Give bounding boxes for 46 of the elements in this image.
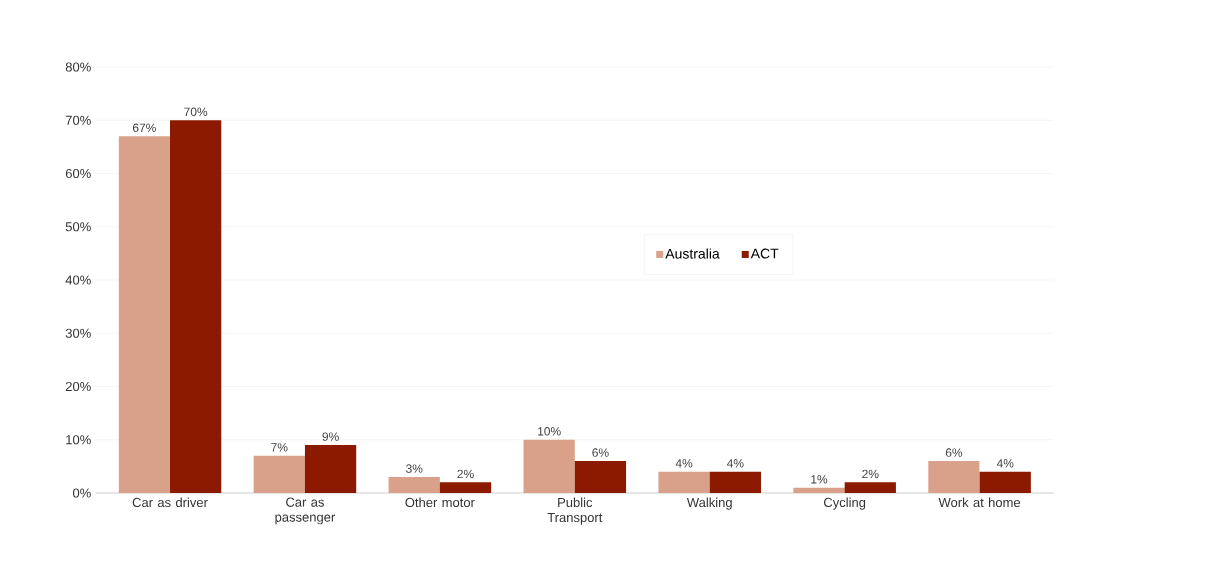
bar xyxy=(170,120,222,493)
data-label: 6% xyxy=(592,448,609,457)
legend-label: Australia xyxy=(665,248,720,259)
x-tick-label: Walking xyxy=(686,497,732,510)
x-tick-label: Work at home xyxy=(938,497,1021,508)
data-label: 6% xyxy=(945,448,963,457)
data-label: 10% xyxy=(538,427,561,436)
data-label: 4% xyxy=(726,459,744,468)
y-tick-label: 40% xyxy=(65,275,91,285)
bar xyxy=(658,471,710,493)
data-label: 4% xyxy=(996,459,1014,468)
data-label: 2% xyxy=(457,469,474,479)
y-tick-label: 10% xyxy=(66,435,91,445)
bar xyxy=(388,477,440,493)
bar xyxy=(979,471,1031,493)
data-label: 4% xyxy=(675,459,693,468)
data-label: 70% xyxy=(184,107,208,117)
bar xyxy=(253,455,305,493)
x-tick-label: Other motor xyxy=(405,497,475,508)
data-label: 7% xyxy=(271,443,288,452)
x-tick-label: Car as driver xyxy=(132,497,208,508)
y-tick-label: 80% xyxy=(65,62,91,72)
bar xyxy=(439,482,492,493)
y-tick-label: 50% xyxy=(65,222,91,232)
y-tick-label: 30% xyxy=(65,328,91,338)
y-tick-label: 70% xyxy=(65,115,91,125)
y-tick-label: 20% xyxy=(65,381,91,392)
bar xyxy=(304,445,357,493)
bar xyxy=(709,471,761,493)
data-label: 1% xyxy=(811,475,828,484)
x-tick-label: Cycling xyxy=(824,497,866,510)
bar xyxy=(793,487,845,493)
data-label: 3% xyxy=(406,464,423,473)
data-label: 2% xyxy=(862,469,879,479)
y-tick-label: 0% xyxy=(72,488,91,498)
bar xyxy=(523,439,575,493)
data-label: 9% xyxy=(322,432,339,441)
y-tick-label: 60% xyxy=(65,168,91,179)
x-tick-label: Car as passenger xyxy=(275,497,336,525)
legend-label: ACT xyxy=(750,248,779,259)
bar xyxy=(844,482,896,493)
bar xyxy=(928,461,980,493)
data-label: 67% xyxy=(132,123,156,133)
bar xyxy=(118,136,170,493)
x-tick-label: Public Transport xyxy=(547,497,603,525)
bar xyxy=(574,461,627,493)
